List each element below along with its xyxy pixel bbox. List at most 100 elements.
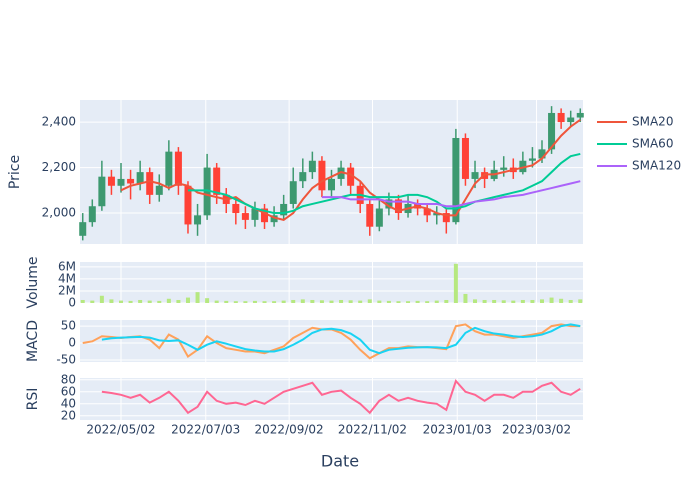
volume-bar [444,299,449,303]
volume-bar [214,300,219,303]
candle-body [174,151,182,186]
plot-background [80,378,583,420]
candle-body [98,176,106,207]
candle-body [328,178,335,191]
x-tick-label: 2022/11/02 [338,423,407,437]
series-line [101,323,581,355]
volume-bar [415,300,420,303]
x-tick-label: 2023/03/02 [502,423,571,437]
volume-bar [176,299,181,303]
volume-bar [578,299,583,303]
volume-bar [358,300,363,303]
candle-body [127,178,135,184]
candle-body [423,208,431,216]
volume-bar [99,295,104,303]
x-tick-label: 2022/09/02 [255,423,324,437]
candle-body [528,158,536,161]
volume-bar [520,299,525,303]
volume-bar [501,300,506,303]
candle-body [88,206,96,223]
volume-bar [482,299,487,303]
legend-label: SMA60 [632,137,673,151]
y-tick-label: 4M [58,271,76,285]
candle-body [366,203,374,227]
y-tick-label: 2M [58,283,76,297]
candle-body [117,178,125,186]
candle-body [299,172,307,182]
volume-bar [549,297,554,303]
candle-body [194,215,202,225]
plot-background [80,262,583,303]
volume-bar [386,300,391,303]
volume-bar [90,300,95,303]
candle-body [385,199,393,209]
y-tick-label: 2,200 [42,160,76,174]
volume-bar [243,301,248,303]
candle-body [337,167,345,179]
x-tick-label: 2022/05/02 [86,423,155,437]
y-tick-label: 60 [61,384,76,398]
volume-bar [128,300,133,303]
y-tick-label: 6M [58,259,76,273]
candle-body [203,167,211,216]
volume-bar [310,299,315,303]
volume-bar [157,300,162,303]
legend-label: SMA20 [632,115,673,129]
candle-body [79,222,87,236]
y-tick-label: -50 [56,352,76,366]
y-tick-label: 80 [61,372,76,386]
candle-body [567,117,575,123]
volume-bar [252,300,257,303]
legend-label: SMA120 [632,159,681,173]
candle-body [461,137,469,179]
volume-bar [511,300,516,303]
y-tick-label: 40 [61,396,76,410]
volume-bar [329,300,334,303]
series-line [101,379,581,415]
candle-body [347,167,355,186]
series-line [187,152,581,215]
volume-bar [473,299,478,303]
y-tick-label: 20 [61,408,76,422]
volume-bar [166,298,171,303]
candle-body [280,203,288,216]
candle-body [270,215,278,223]
candle-body [471,172,479,179]
candle-body [146,172,154,195]
volume-bar [377,300,382,303]
candle-body [155,185,163,195]
x-tick-label: 2023/01/03 [423,423,492,437]
volume-bar [224,300,229,303]
volume-bar [406,301,411,303]
volume-bar [339,299,344,303]
candle-body [557,112,565,123]
volume-bar [492,299,497,303]
candle-body [261,208,269,223]
volume-bar [281,300,286,303]
series-line [120,118,581,221]
volume-bar [272,301,277,303]
candle-body [548,112,556,150]
volume-bar [138,299,143,303]
series-line [321,180,581,208]
volume-bar [530,299,535,303]
candle-body [232,203,240,214]
candle-body [576,112,584,118]
candle-body [433,213,441,216]
candle-body [318,160,326,191]
candle-body [241,213,249,220]
candle-body [251,208,259,220]
candle-body [452,137,460,223]
volume-bar [559,298,564,303]
y-axis-title: Price [7,155,23,189]
volume-bar [262,301,267,303]
volume-bar [367,299,372,303]
candle-body [442,213,450,223]
candle-body [136,172,144,184]
y-tick-label: 2,400 [42,115,76,129]
candle-body [308,160,316,173]
y-tick-label: 0 [68,336,76,350]
volume-bar [396,301,401,303]
candle-body [184,185,192,225]
